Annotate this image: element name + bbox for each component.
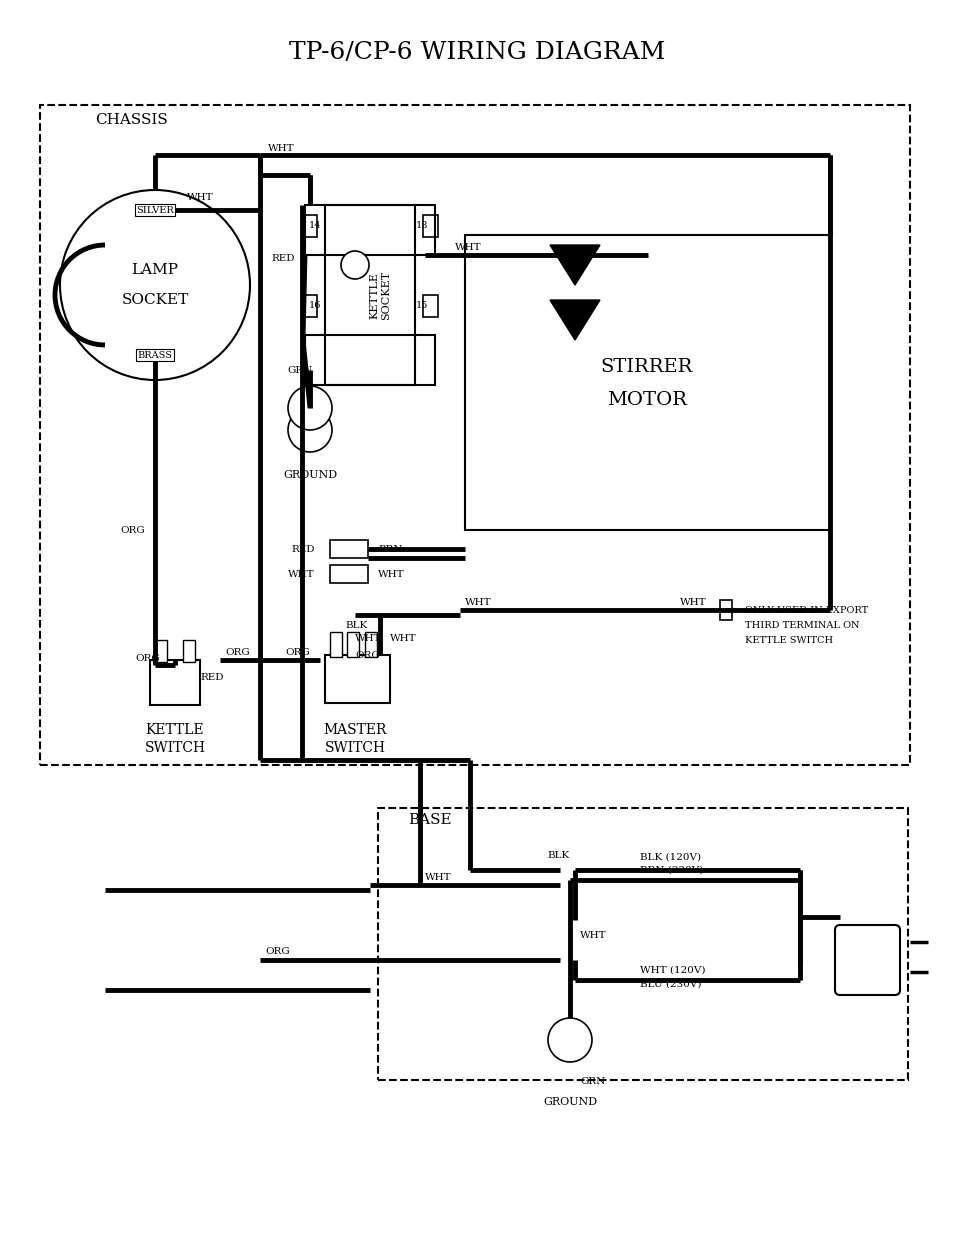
Text: WHT: WHT — [455, 242, 481, 252]
Text: BRASS: BRASS — [137, 351, 172, 359]
Text: RED: RED — [292, 545, 314, 553]
Text: GROUND: GROUND — [283, 471, 336, 480]
Text: BLK (120V): BLK (120V) — [639, 852, 700, 862]
Text: WHT: WHT — [464, 598, 491, 606]
Text: RED: RED — [272, 253, 294, 263]
Text: BLU (230V): BLU (230V) — [639, 979, 700, 988]
Bar — [154, 640, 167, 662]
Text: WHT: WHT — [579, 930, 606, 940]
Text: RED: RED — [200, 673, 223, 682]
Text: SWITCH: SWITCH — [144, 741, 205, 755]
Bar — [305, 205, 435, 254]
Text: 15: 15 — [416, 300, 428, 310]
Text: SOCKET: SOCKET — [121, 293, 189, 308]
Bar — [305, 335, 435, 385]
Text: WHT: WHT — [390, 634, 416, 642]
Text: BRN: BRN — [377, 545, 402, 553]
Text: KETTLE
SOCKET: KETTLE SOCKET — [369, 270, 391, 320]
Polygon shape — [550, 245, 599, 285]
Bar — [183, 640, 194, 662]
Bar — [365, 632, 376, 657]
FancyBboxPatch shape — [834, 925, 899, 995]
Polygon shape — [550, 300, 599, 340]
Bar — [422, 215, 437, 237]
Text: ORG: ORG — [265, 947, 290, 956]
Text: WHT: WHT — [187, 193, 213, 201]
Text: WHT (120V): WHT (120V) — [639, 966, 705, 974]
Text: GRN: GRN — [287, 366, 313, 374]
Circle shape — [60, 190, 250, 380]
Text: BRN (230V): BRN (230V) — [639, 866, 702, 874]
Text: TP-6/CP-6 WIRING DIAGRAM: TP-6/CP-6 WIRING DIAGRAM — [289, 41, 664, 63]
Text: 16: 16 — [309, 300, 321, 310]
Bar — [302, 215, 316, 237]
Bar — [40, 105, 909, 764]
Text: WHT: WHT — [377, 569, 404, 578]
Text: SILVER: SILVER — [136, 205, 173, 215]
Text: CHASSIS: CHASSIS — [95, 112, 168, 127]
Text: GRN: GRN — [579, 1077, 604, 1087]
Text: WHT: WHT — [679, 598, 706, 606]
Text: SWITCH: SWITCH — [324, 741, 385, 755]
Bar — [330, 564, 368, 583]
Circle shape — [547, 1018, 592, 1062]
Text: THIRD TERMINAL ON: THIRD TERMINAL ON — [744, 620, 859, 630]
Circle shape — [288, 408, 332, 452]
Text: KETTLE SWITCH: KETTLE SWITCH — [744, 636, 832, 645]
Text: WHT: WHT — [288, 569, 314, 578]
Text: ORG: ORG — [120, 526, 145, 535]
Text: LAMP: LAMP — [132, 263, 178, 277]
Bar — [330, 540, 368, 558]
Bar — [150, 659, 200, 705]
Text: MASTER: MASTER — [323, 722, 386, 737]
Text: BLK: BLK — [345, 620, 368, 630]
Bar — [347, 632, 358, 657]
Text: ONLY USED IN EXPORT: ONLY USED IN EXPORT — [744, 605, 867, 615]
Bar — [720, 600, 731, 620]
Text: WHT: WHT — [268, 143, 294, 152]
Text: BASE: BASE — [408, 813, 452, 827]
Circle shape — [340, 251, 369, 279]
Text: STIRRER: STIRRER — [600, 358, 693, 375]
Text: KETTLE: KETTLE — [146, 722, 204, 737]
Bar — [377, 808, 907, 1079]
Text: MOTOR: MOTOR — [606, 391, 686, 409]
Text: ORG: ORG — [225, 647, 250, 657]
Circle shape — [288, 387, 332, 430]
Bar — [330, 632, 341, 657]
Bar — [464, 235, 829, 530]
Text: ORG: ORG — [135, 653, 160, 662]
Text: 14: 14 — [309, 221, 321, 230]
Bar — [325, 205, 415, 385]
Text: GROUND: GROUND — [542, 1097, 597, 1107]
Text: BLK: BLK — [547, 851, 569, 860]
Text: ORG: ORG — [355, 651, 379, 659]
Text: 13: 13 — [416, 221, 428, 230]
Text: WHT: WHT — [355, 634, 381, 642]
Bar — [422, 295, 437, 317]
Bar — [302, 295, 316, 317]
Text: WHT: WHT — [424, 873, 451, 883]
Bar — [325, 655, 390, 703]
Text: ORG: ORG — [285, 647, 310, 657]
